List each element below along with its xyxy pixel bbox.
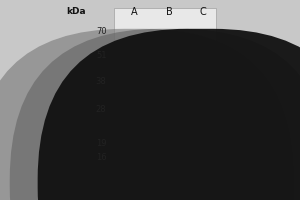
Text: 70: 70 (96, 26, 106, 36)
Text: 19: 19 (96, 138, 106, 148)
Text: B: B (166, 7, 173, 17)
Text: C: C (199, 7, 206, 17)
Text: 51: 51 (96, 51, 106, 60)
Text: 16: 16 (96, 152, 106, 162)
Text: 28: 28 (96, 104, 106, 114)
FancyBboxPatch shape (0, 29, 294, 200)
FancyBboxPatch shape (38, 29, 300, 200)
FancyBboxPatch shape (10, 29, 300, 200)
Bar (114, 8, 216, 192)
Text: 38: 38 (96, 77, 106, 86)
Text: kDa: kDa (66, 7, 86, 16)
Text: A: A (131, 7, 137, 17)
